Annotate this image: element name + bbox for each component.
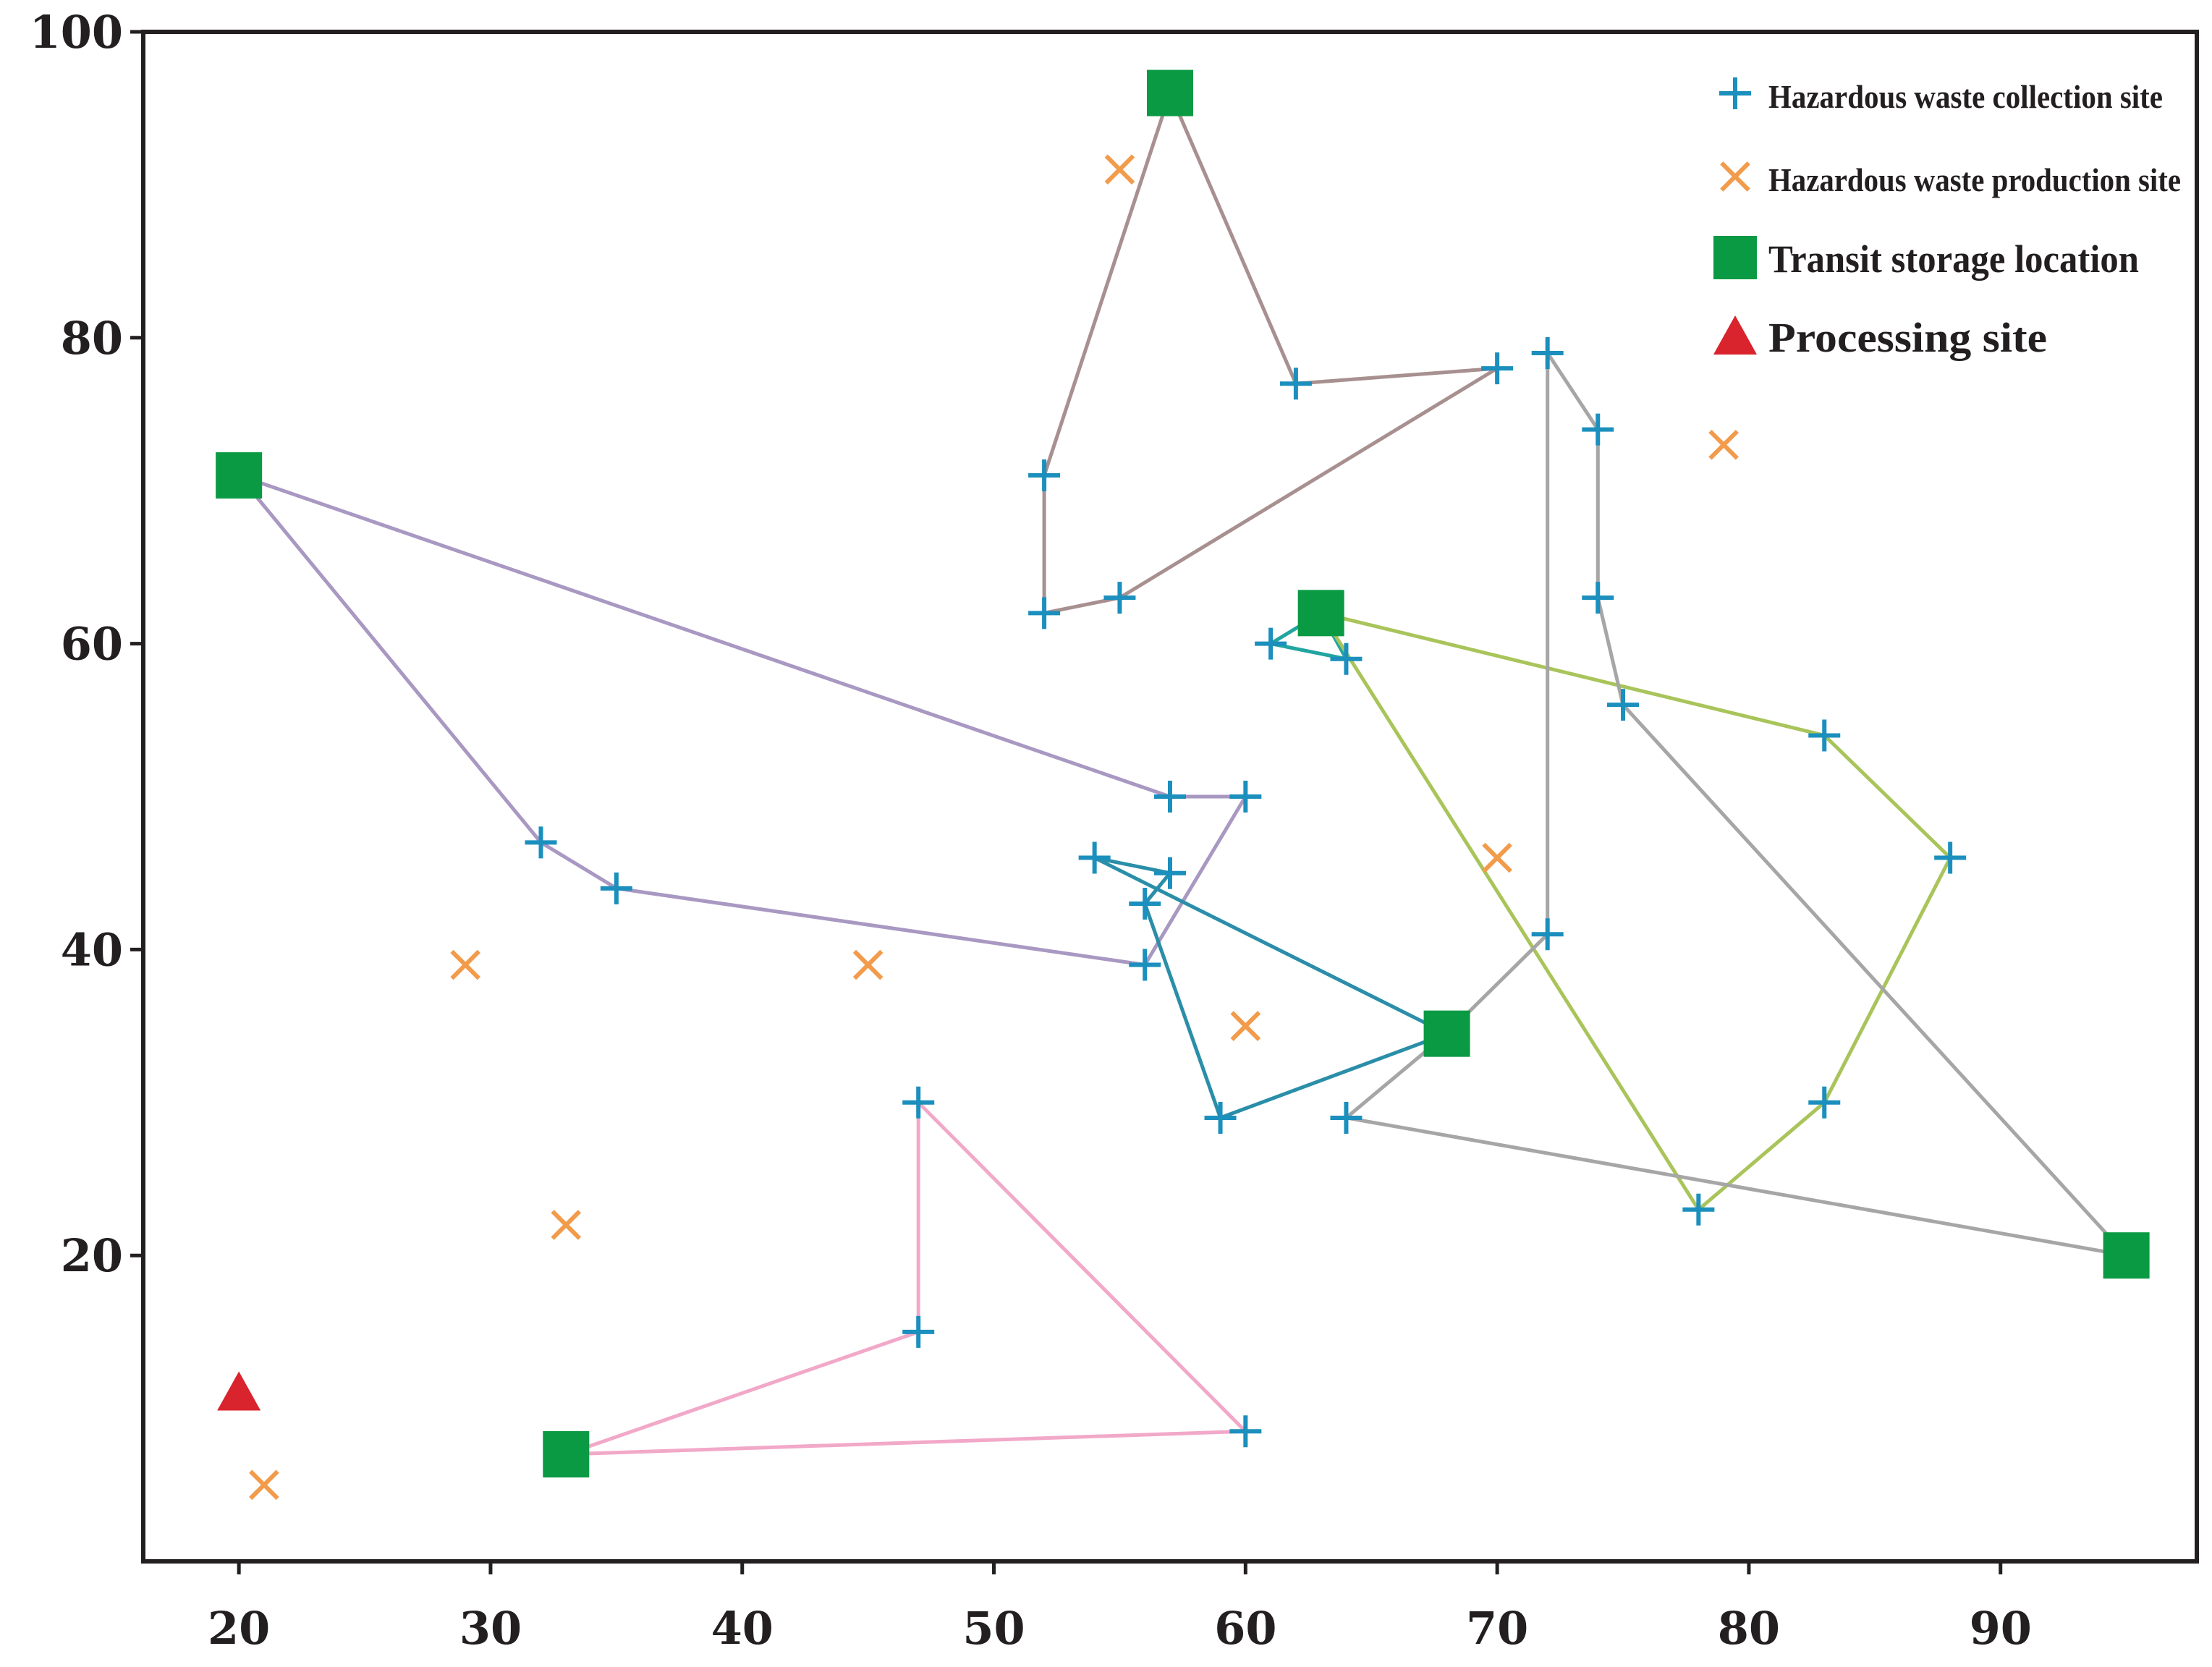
- legend-label-processing: Processing site: [1768, 314, 2047, 361]
- collection-point-10: [1255, 627, 1287, 660]
- production-point-4: [450, 949, 481, 980]
- legend-item-collection: Hazardous waste collection site: [1719, 77, 2163, 115]
- x-tick-label: 70: [1466, 1602, 1528, 1655]
- legend-label-transit: Transit storage location: [1768, 237, 2139, 281]
- collection-point-24: [1129, 887, 1161, 920]
- legend-item-transit: Transit storage location: [1713, 236, 2139, 281]
- x-tick-label: 90: [1970, 1602, 2032, 1655]
- x-axis: 20 30 40 50 60 70 80 90: [208, 1561, 2032, 1655]
- transit-point-3: [1297, 590, 1344, 637]
- x-tick-label: 80: [1718, 1602, 1780, 1655]
- collection-point-12: [1808, 719, 1841, 752]
- collection-point-2: [1028, 597, 1061, 629]
- collection-point-4: [1279, 368, 1312, 400]
- x-tick-label: 50: [962, 1602, 1025, 1655]
- points-layer: [216, 69, 2150, 1501]
- collection-point-29: [1229, 1415, 1262, 1448]
- route-yellowgreen: [1319, 611, 1952, 1212]
- production-point-1: [1104, 154, 1135, 185]
- collection-point-3: [1103, 582, 1136, 614]
- production-point-7: [551, 1210, 582, 1240]
- legend-marker-processing: [1713, 315, 1757, 355]
- production-point-3: [1482, 842, 1512, 873]
- y-tick-label: 40: [61, 923, 123, 976]
- legend-label-production: Hazardous waste production site: [1768, 161, 2181, 198]
- collection-point-19: [1229, 781, 1262, 813]
- collection-point-15: [1682, 1193, 1715, 1226]
- production-point-5: [852, 949, 883, 980]
- route-blue: [1093, 856, 1448, 1120]
- collection-point-5: [1481, 352, 1514, 385]
- y-tick-label: 60: [61, 618, 123, 671]
- x-tick-label: 40: [711, 1602, 774, 1655]
- collection-point-17: [1330, 1101, 1363, 1134]
- y-tick-label: 100: [30, 6, 123, 59]
- legend-item-production: Hazardous waste production site: [1720, 161, 2181, 198]
- x-tick-label: 30: [459, 1602, 522, 1655]
- production-point-2: [1708, 429, 1739, 460]
- x-tick-label: 20: [208, 1602, 270, 1655]
- transit-point-6: [543, 1431, 590, 1478]
- collection-point-26: [1204, 1101, 1237, 1134]
- processing-point-1: [217, 1371, 261, 1411]
- legend-marker-transit: [1713, 236, 1757, 279]
- y-axis: 20 40 60 80 100: [30, 6, 143, 1282]
- collection-point-22: [1129, 949, 1161, 981]
- legend-label-collection: Hazardous waste collection site: [1768, 78, 2163, 115]
- collection-point-23: [1078, 841, 1111, 874]
- collection-point-6: [1531, 336, 1564, 369]
- y-tick-label: 20: [61, 1229, 123, 1282]
- collection-point-9: [1607, 689, 1640, 721]
- collection-point-7: [1582, 413, 1614, 446]
- y-tick-label: 80: [61, 312, 123, 365]
- collection-point-18: [1154, 781, 1186, 813]
- collection-point-25: [1154, 857, 1186, 889]
- production-point-8: [249, 1469, 279, 1501]
- plot-frame: [141, 30, 2199, 1564]
- collection-point-27: [902, 1086, 935, 1119]
- legend-marker-production: [1720, 161, 1750, 192]
- collection-point-20: [525, 826, 557, 859]
- legend-item-processing: Processing site: [1713, 314, 2047, 361]
- legend-marker-collection: [1719, 77, 1751, 109]
- collection-point-13: [1934, 841, 1967, 874]
- collection-point-28: [902, 1315, 935, 1348]
- transit-point-4: [1423, 1010, 1470, 1057]
- legend: Hazardous waste collection site Hazardous…: [1713, 77, 2181, 361]
- collection-point-21: [600, 872, 632, 904]
- transit-point-5: [2103, 1232, 2150, 1279]
- transit-point-2: [216, 452, 263, 499]
- collection-point-14: [1808, 1086, 1841, 1119]
- collection-point-16: [1531, 918, 1564, 951]
- collection-point-1: [1028, 459, 1061, 492]
- collection-point-8: [1582, 582, 1614, 614]
- production-point-6: [1230, 1011, 1261, 1041]
- x-tick-label: 60: [1214, 1602, 1276, 1655]
- collection-point-11: [1330, 642, 1363, 675]
- transit-point-1: [1147, 69, 1193, 116]
